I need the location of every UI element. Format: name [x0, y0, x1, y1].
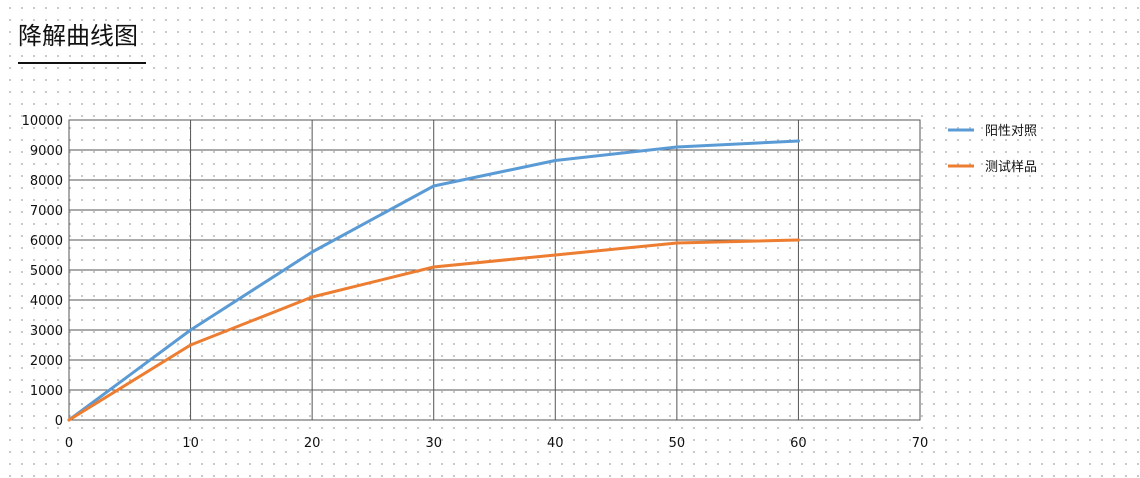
y-tick-label: 7000: [30, 204, 63, 219]
legend-label: 阳性对照: [985, 124, 1037, 139]
data-point: [189, 328, 193, 332]
x-tick-label: 70: [912, 436, 929, 451]
legend-label: 测试样品: [985, 160, 1037, 175]
data-point: [553, 253, 557, 257]
x-axis-ticks: 0 10 20 30 40 50 60 70: [65, 436, 928, 451]
data-point: [67, 418, 71, 422]
data-point: [796, 139, 800, 143]
legend-item-0: 阳性对照: [948, 124, 1037, 139]
y-tick-label: 5000: [30, 264, 63, 279]
y-tick-label: 3000: [30, 324, 63, 339]
y-tick-label: 0: [55, 414, 63, 429]
data-point: [310, 250, 314, 254]
title-underline: [18, 62, 146, 64]
x-tick-label: 10: [182, 436, 199, 451]
chart-series: [67, 139, 800, 422]
y-tick-label: 6000: [30, 234, 63, 249]
data-point: [553, 159, 557, 162]
chart-grid: [68, 119, 921, 421]
page-title: 降解曲线图: [18, 22, 138, 50]
data-point: [675, 145, 679, 149]
data-point: [189, 343, 193, 347]
data-point: [310, 295, 314, 299]
y-tick-label: 8000: [30, 174, 63, 189]
x-tick-label: 0: [65, 436, 73, 451]
data-point: [675, 241, 679, 245]
y-tick-label: 2000: [30, 354, 63, 369]
y-tick-label: 9000: [30, 144, 63, 159]
legend-item-1: 测试样品: [948, 160, 1037, 175]
data-point: [432, 265, 436, 269]
y-axis-ticks: 0 1000 2000 3000 4000 5000 6000 7000 8000 9000 100…: [22, 114, 63, 429]
y-tick-label: 4000: [30, 294, 63, 309]
x-tick-label: 30: [425, 436, 442, 451]
x-tick-label: 50: [669, 436, 686, 451]
data-point: [796, 238, 800, 242]
y-tick-label: 1000: [30, 384, 63, 399]
x-tick-label: 20: [304, 436, 321, 451]
x-tick-label: 40: [547, 436, 564, 451]
y-tick-label: 10000: [22, 114, 63, 129]
data-point: [432, 184, 436, 188]
x-tick-label: 60: [790, 436, 807, 451]
